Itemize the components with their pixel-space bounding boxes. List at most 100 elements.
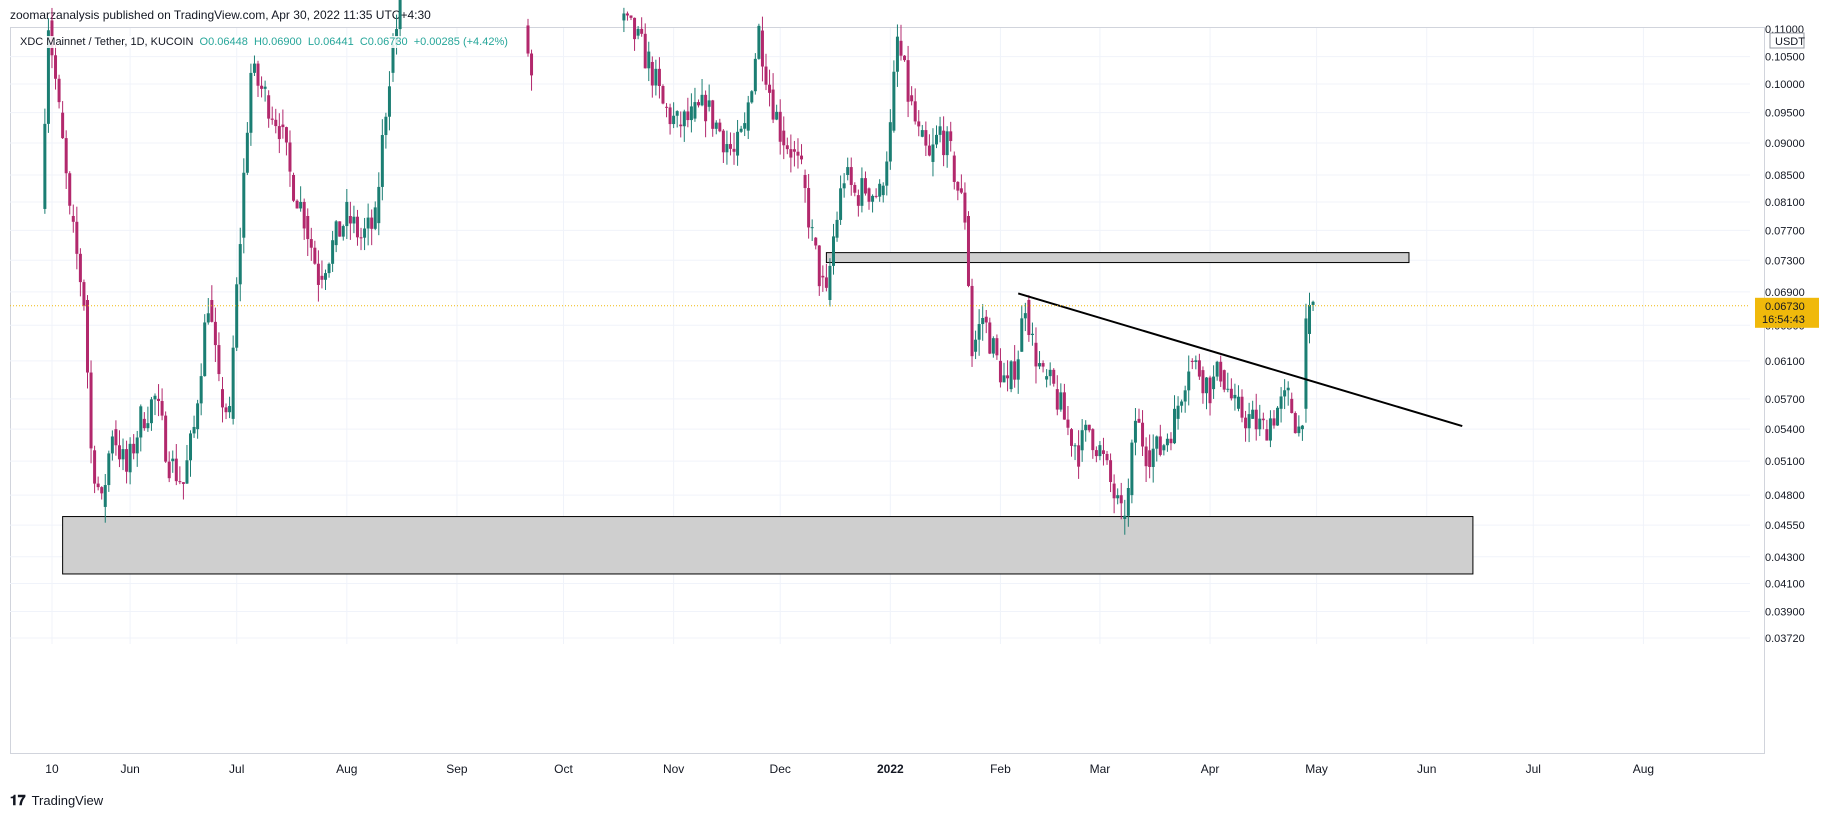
candle-body bbox=[643, 33, 647, 69]
candle-body bbox=[1130, 442, 1134, 496]
support-zone bbox=[62, 516, 1474, 575]
candle-body bbox=[1180, 401, 1184, 406]
candle-body bbox=[1229, 388, 1233, 399]
candle-body bbox=[821, 275, 825, 278]
candle-body bbox=[85, 300, 89, 373]
candle-body bbox=[1279, 396, 1283, 409]
candle-body bbox=[309, 239, 313, 248]
candle-body bbox=[299, 201, 303, 209]
countdown-label: 16:54:43 bbox=[1762, 314, 1805, 326]
candle-body bbox=[1197, 360, 1201, 377]
candle-body bbox=[387, 86, 391, 117]
candle-body bbox=[956, 181, 960, 191]
candle-body bbox=[927, 145, 931, 156]
candle-body bbox=[61, 112, 65, 139]
candle-body bbox=[192, 426, 196, 434]
candle-body bbox=[57, 78, 61, 103]
candle-body bbox=[103, 485, 107, 507]
candle-body bbox=[1258, 418, 1262, 430]
price-tick-label: 0.10000 bbox=[1765, 79, 1805, 91]
candle-body bbox=[963, 192, 967, 223]
candle-body bbox=[970, 285, 974, 357]
candle-body bbox=[824, 277, 828, 288]
candle-body bbox=[856, 195, 860, 206]
candle-body bbox=[206, 313, 210, 323]
candle-body bbox=[668, 107, 672, 125]
candle-body bbox=[171, 458, 175, 462]
candle-body bbox=[295, 200, 299, 209]
candle-body bbox=[679, 124, 683, 127]
candle-body bbox=[892, 71, 896, 131]
time-tick-label: 2022 bbox=[877, 762, 904, 776]
lines-layer bbox=[10, 292, 1750, 428]
candle-body bbox=[160, 401, 164, 416]
candle-body bbox=[750, 91, 754, 103]
time-tick-label: Jul bbox=[1526, 762, 1541, 776]
footer: 𝟏𝟕 TradingView bbox=[10, 792, 103, 809]
candle-body bbox=[256, 63, 260, 86]
candle-body bbox=[306, 216, 310, 240]
candle-body bbox=[1215, 361, 1219, 377]
candle-body bbox=[1112, 483, 1116, 499]
candle-body bbox=[1020, 318, 1024, 352]
candle-body bbox=[373, 207, 377, 229]
candle-body bbox=[355, 216, 359, 238]
candle-body bbox=[1133, 420, 1137, 443]
candle-body bbox=[895, 36, 899, 72]
candle-body bbox=[263, 86, 267, 89]
candle-body bbox=[1002, 375, 1006, 383]
candle-body bbox=[334, 221, 338, 246]
candle-body bbox=[281, 124, 285, 128]
candle-body bbox=[775, 111, 779, 120]
candle-body bbox=[732, 148, 736, 152]
candle-body bbox=[270, 118, 274, 120]
candle-body bbox=[71, 216, 75, 222]
price-tick-label: 0.04800 bbox=[1765, 490, 1805, 502]
candle-body bbox=[110, 436, 114, 454]
candle-body bbox=[718, 122, 722, 132]
price-tick-label: 0.03900 bbox=[1765, 606, 1805, 618]
candle-body bbox=[998, 360, 1002, 383]
candle-body bbox=[242, 172, 246, 238]
candle-body bbox=[217, 345, 221, 375]
price-tick-label: 0.06900 bbox=[1765, 287, 1805, 299]
candle-body bbox=[803, 174, 807, 189]
candle-body bbox=[345, 201, 349, 227]
candle-body bbox=[1080, 430, 1084, 451]
candle-body bbox=[292, 174, 296, 201]
candle-body bbox=[966, 216, 970, 286]
chart-pane[interactable] bbox=[10, 27, 1765, 754]
candle-body bbox=[220, 389, 224, 408]
candle-body bbox=[135, 437, 139, 454]
candle-body bbox=[640, 28, 644, 34]
candle-body bbox=[1208, 377, 1212, 404]
candle-body bbox=[721, 130, 725, 153]
candle-body bbox=[1023, 313, 1027, 319]
candle-body bbox=[842, 183, 846, 189]
candle-body bbox=[1101, 450, 1105, 454]
candle-body bbox=[89, 372, 93, 449]
time-tick-label: Sep bbox=[446, 762, 468, 776]
candle-body bbox=[174, 458, 178, 482]
price-axis: 0.10500 0.10000 0.09500 0.09000 0.08500 0.081… bbox=[1755, 24, 1819, 645]
candle-body bbox=[1308, 304, 1312, 334]
price-tick-label: 0.07300 bbox=[1765, 255, 1805, 267]
price-tick-label: 0.10500 bbox=[1765, 52, 1805, 64]
candle-body bbox=[672, 115, 676, 125]
candle-body bbox=[380, 135, 384, 187]
price-tick-label: 0.08100 bbox=[1765, 197, 1805, 209]
candle-body bbox=[284, 127, 288, 143]
time-tick-label: 10 bbox=[45, 762, 59, 776]
candle-body bbox=[1144, 446, 1148, 467]
candle-body bbox=[743, 123, 747, 129]
candle-body bbox=[1094, 450, 1098, 457]
candle-body bbox=[1265, 429, 1269, 441]
candle-body bbox=[359, 237, 363, 239]
candle-body bbox=[903, 55, 907, 61]
candle-body bbox=[1151, 448, 1155, 467]
time-axis: 10 Jun Jul Aug Sep Oct Nov Dec 2022 Feb Mar Apr May J… bbox=[45, 762, 1654, 776]
candle-body bbox=[1236, 396, 1240, 409]
candle-body bbox=[391, 45, 395, 73]
candle-body bbox=[913, 101, 917, 122]
